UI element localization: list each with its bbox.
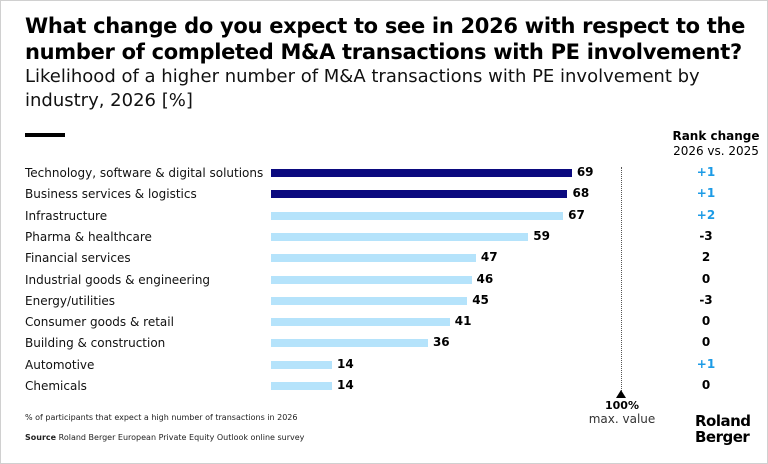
rank-change-title: Rank change xyxy=(672,129,760,143)
bar-row: Automotive 14 +1 xyxy=(1,355,767,375)
category-label: Building & construction xyxy=(25,336,166,351)
bar xyxy=(271,296,468,305)
rank-change-value: 2 xyxy=(701,250,711,265)
value-label: 14 xyxy=(337,356,354,371)
chart-subtitle: Likelihood of a higher number of M&A tra… xyxy=(25,66,700,111)
bar-row: Infrastructure 67 +2 xyxy=(1,206,767,226)
logo-line-2: Berger xyxy=(695,428,750,446)
value-label: 68 xyxy=(572,186,590,201)
rank-change-value: -3 xyxy=(699,228,713,243)
bar xyxy=(271,211,564,220)
rank-change-value: +1 xyxy=(696,186,716,201)
source-text: Roland Berger European Private Equity Ou… xyxy=(58,433,305,442)
value-label: 45 xyxy=(472,292,489,307)
value-label: 59 xyxy=(533,228,550,243)
category-label: Chemicals xyxy=(25,379,87,393)
value-label: 67 xyxy=(568,207,585,222)
category-label: Technology, software & digital solutions xyxy=(25,166,264,180)
bar xyxy=(271,318,450,327)
bar-row: Consumer goods & retail 41 0 xyxy=(1,312,767,332)
rank-change-value: 0 xyxy=(701,378,711,392)
value-label: 36 xyxy=(432,335,450,350)
rank-change-subtitle: 2026 vs. 2025 xyxy=(673,144,759,158)
max-value-percent: 100% xyxy=(605,399,639,412)
value-label: 14 xyxy=(337,378,354,392)
bar-row: Chemicals 14 0 xyxy=(1,376,767,396)
bar xyxy=(271,360,333,369)
category-label: Automotive xyxy=(25,357,95,372)
bar-row: Technology, software & digital solutions… xyxy=(1,163,767,183)
value-label: 47 xyxy=(480,250,498,265)
category-label: Energy/utilities xyxy=(25,293,116,308)
bar-row: Pharma & healthcare 59 -3 xyxy=(1,227,767,247)
source-label: Source xyxy=(25,433,57,442)
rank-change-value: +2 xyxy=(696,207,716,222)
category-label: Financial services xyxy=(25,251,131,266)
category-label: Infrastructure xyxy=(25,208,108,223)
category-label: Consumer goods & retail xyxy=(25,315,174,330)
category-label: Pharma & healthcare xyxy=(25,229,152,244)
chart-title: What change do you expect to see in 2026… xyxy=(25,14,746,64)
bar-row: Energy/utilities 45 -3 xyxy=(1,291,767,311)
rank-change-value: -3 xyxy=(699,292,713,307)
arrow-up-icon xyxy=(616,390,626,398)
rank-change-value: +1 xyxy=(696,356,716,371)
bar xyxy=(271,339,428,348)
rank-change-value: 0 xyxy=(701,335,711,350)
bar xyxy=(271,169,572,177)
rank-change-header: Rank change 2026 vs. 2025 xyxy=(661,129,767,159)
bar xyxy=(271,190,568,199)
category-label: Industrial goods & engineering xyxy=(25,272,211,287)
title-rule xyxy=(25,133,65,137)
bar xyxy=(271,275,472,284)
bar-row: Financial services 47 2 xyxy=(1,248,767,268)
bar-row: Business services & logistics 68 +1 xyxy=(1,184,767,204)
roland-berger-logo: Roland Berger xyxy=(695,413,751,445)
logo-line-1: Roland xyxy=(695,412,751,430)
value-label: 41 xyxy=(454,314,472,329)
rank-change-value: +1 xyxy=(696,165,716,179)
rank-change-value: 0 xyxy=(701,271,711,286)
max-value-label: max. value xyxy=(588,412,656,426)
bar-row: Industrial goods & engineering 46 0 xyxy=(1,270,767,290)
value-label: 46 xyxy=(476,271,494,286)
bar xyxy=(271,232,529,241)
category-label: Business services & logistics xyxy=(25,187,197,202)
footnote: % of participants that expect a high num… xyxy=(25,413,298,422)
source-note: Source Roland Berger European Private Eq… xyxy=(25,433,304,442)
bar xyxy=(271,382,333,390)
max-value-line xyxy=(621,167,622,393)
bar-row: Building & construction 36 0 xyxy=(1,333,767,353)
value-label: 69 xyxy=(576,165,594,179)
rank-change-value: 0 xyxy=(701,314,711,329)
bar xyxy=(271,254,476,263)
